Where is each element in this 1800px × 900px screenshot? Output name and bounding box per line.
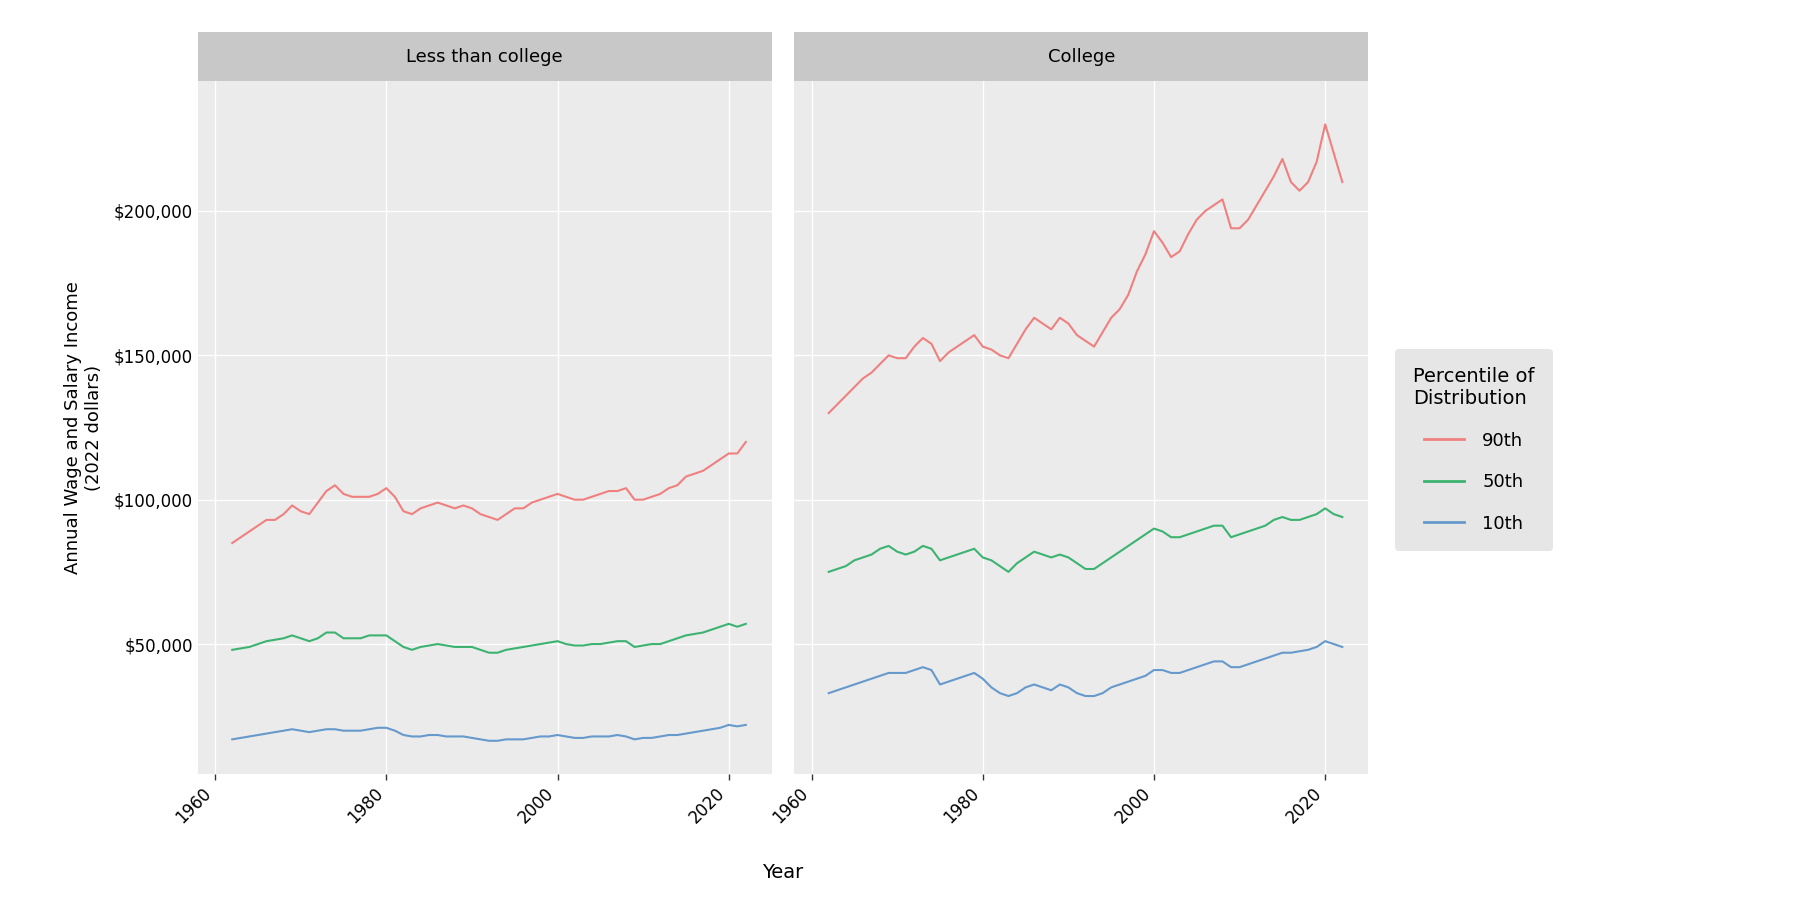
Text: Less than college: Less than college <box>407 48 563 66</box>
Bar <box>198 32 772 81</box>
Text: Year: Year <box>763 863 803 883</box>
Legend: 90th, 50th, 10th: 90th, 50th, 10th <box>1395 349 1553 551</box>
Y-axis label: Annual Wage and Salary Income
(2022 dollars): Annual Wage and Salary Income (2022 doll… <box>65 281 103 574</box>
Text: College: College <box>1048 48 1114 66</box>
Bar <box>794 32 1368 81</box>
